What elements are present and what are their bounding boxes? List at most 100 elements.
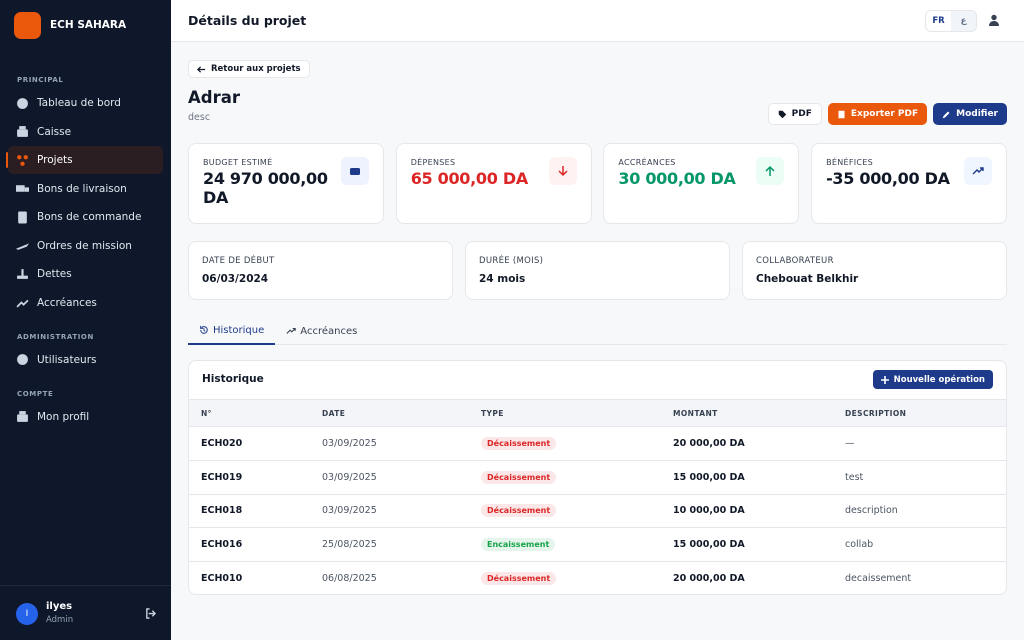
type-badge: Décaissement xyxy=(481,470,557,484)
icon-shape xyxy=(17,414,28,422)
stat-label: ACCRÉANCES xyxy=(618,158,676,167)
nav-item[interactable]: Tableau de bord xyxy=(8,89,163,117)
icon-shape xyxy=(17,129,28,137)
table-cell: ECH019 xyxy=(201,471,243,483)
nav-section-title: ADMINISTRATION xyxy=(17,332,94,341)
user-icon[interactable] xyxy=(988,14,1000,26)
table-cell: description xyxy=(845,505,898,517)
icon-shape xyxy=(17,97,28,109)
nav-label: Caisse xyxy=(37,125,72,138)
nav-label: Bons de livraison xyxy=(37,182,127,195)
icon-shape xyxy=(146,608,156,619)
column-header: N° xyxy=(201,408,212,418)
type-badge: Décaissement xyxy=(481,437,557,450)
table-cell: 06/08/2025 xyxy=(322,572,377,584)
table-cell: 15 000,00 DA xyxy=(673,471,745,483)
action-button[interactable]: PDF xyxy=(767,103,822,125)
new-operation-button[interactable]: Nouvelle opération xyxy=(872,370,993,389)
tab[interactable]: Historique xyxy=(188,317,276,345)
arrow-icon xyxy=(197,65,206,73)
info-card: DURÉE (MOIS) 24 mois xyxy=(465,241,730,300)
icon xyxy=(16,185,29,192)
info-card: DATE DE DÉBUT 06/03/2024 xyxy=(188,241,453,300)
icon xyxy=(286,327,296,334)
icon-shape xyxy=(350,168,360,175)
table-cell: 15 000,00 DA xyxy=(673,538,745,550)
action-button[interactable]: Modifier xyxy=(933,103,1007,125)
nav-label: Utilisateurs xyxy=(37,353,97,366)
project-description: desc xyxy=(188,112,211,123)
sidebar: ECH SAHARA PRINCIPAL Tableau de bord Caiss… xyxy=(0,0,171,640)
stat-value: 24 970 000,00 DA xyxy=(203,169,328,207)
icon-shape xyxy=(19,126,26,130)
icon xyxy=(17,354,28,365)
icon-shape xyxy=(765,165,775,176)
nav-item[interactable]: Utilisateurs xyxy=(8,346,163,374)
stat-label: DÉPENSES xyxy=(410,158,456,167)
action-label: Exporter PDF xyxy=(850,109,919,119)
nav-item[interactable]: Mon profil xyxy=(8,403,163,431)
icon xyxy=(17,411,28,422)
info-value: Chebouat Belkhir xyxy=(756,273,859,285)
nav-item[interactable]: Ordres de mission xyxy=(8,232,163,260)
user-role: Admin xyxy=(46,615,74,625)
table-title: Historique xyxy=(202,373,264,385)
icon-shape xyxy=(197,65,206,73)
table-cell: Décaissement xyxy=(481,561,557,595)
column-header: DESCRIPTION xyxy=(845,408,907,418)
logout-icon[interactable] xyxy=(145,608,156,619)
action-label: PDF xyxy=(791,109,812,119)
info-label: DATE DE DÉBUT xyxy=(202,256,275,266)
icon xyxy=(200,325,208,334)
table-card: Historique Nouvelle opération N° DATE TYPE… xyxy=(188,360,1007,595)
back-label: Retour aux projets xyxy=(211,64,301,74)
table-cell: 10 000,00 DA xyxy=(673,505,745,517)
nav-item[interactable]: Projets xyxy=(6,146,163,174)
language-option[interactable]: FR xyxy=(926,11,951,31)
logo xyxy=(14,12,41,39)
table-cell: ECH016 xyxy=(201,538,243,550)
icon xyxy=(778,110,786,118)
table-row: ECH019 03/09/2025 Décaissement 15 000,00 DA… xyxy=(189,461,1006,495)
action-button[interactable]: Exporter PDF xyxy=(827,103,928,125)
back-button[interactable]: Retour aux projets xyxy=(188,60,310,78)
stat-icon xyxy=(756,157,785,185)
type-badge: Décaissement xyxy=(481,504,557,518)
icon-shape xyxy=(200,325,208,334)
icon xyxy=(942,111,950,118)
page-title: Détails du projet xyxy=(188,13,307,28)
icon-shape xyxy=(24,187,29,192)
nav-item[interactable]: Caisse xyxy=(8,118,163,146)
table-cell: Décaissement xyxy=(481,427,557,460)
table-cell: Décaissement xyxy=(481,494,557,527)
stat-value: 65 000,00 DA xyxy=(410,169,529,188)
table-header: N° DATE TYPE MONTANT DESCRIPTION xyxy=(189,399,1006,427)
table-row: ECH020 03/09/2025 Décaissement 20 000,00 DA… xyxy=(189,427,1006,461)
language-option[interactable]: ع xyxy=(960,16,967,26)
icon xyxy=(558,166,568,177)
tab[interactable]: Accréances xyxy=(275,317,368,345)
stat-label: BÉNÉFICES xyxy=(826,158,874,167)
icon-shape xyxy=(18,211,27,223)
icon xyxy=(18,211,27,223)
icon-shape xyxy=(19,411,26,415)
icon-shape xyxy=(17,354,28,365)
stat-card: ACCRÉANCES 30 000,00 DA xyxy=(603,143,800,224)
project-name: Adrar xyxy=(188,88,240,107)
nav-item[interactable]: Bons de commande xyxy=(8,203,163,231)
icon-shape xyxy=(778,110,786,118)
icon xyxy=(17,154,28,166)
stat-value: -35 000,00 DA xyxy=(826,169,950,188)
icon xyxy=(16,299,29,308)
table-row: ECH018 03/09/2025 Décaissement 10 000,00 DA… xyxy=(189,494,1006,529)
table-row: ECH010 06/08/2025 Décaissement 20 000,00 DA… xyxy=(189,561,1006,595)
nav-label: Ordres de mission xyxy=(37,239,132,252)
icon xyxy=(972,167,984,175)
table-cell: 20 000,00 DA xyxy=(673,438,745,449)
nav-item[interactable]: Dettes xyxy=(8,260,163,288)
nav-item[interactable]: Bons de livraison xyxy=(8,175,163,203)
icon-shape xyxy=(17,268,28,279)
nav-item[interactable]: Accréances xyxy=(8,289,163,317)
